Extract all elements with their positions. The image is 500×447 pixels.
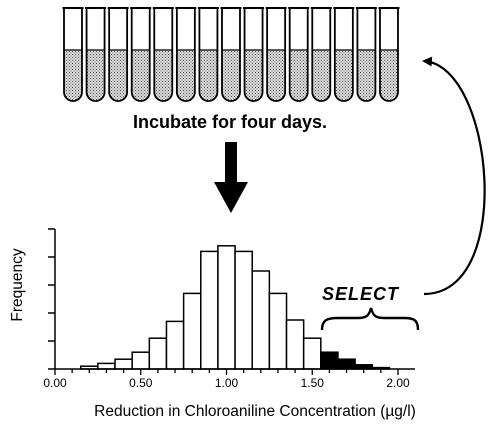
test-tube: [175, 7, 197, 102]
test-tube: [310, 7, 332, 102]
culture-liquid: [221, 50, 240, 101]
culture-liquid: [267, 50, 286, 101]
y-axis-label: Frequency: [9, 248, 26, 322]
histogram-bar: [114, 358, 133, 370]
x-tick-label: 1.00: [215, 376, 239, 390]
x-tick-label: 2.00: [386, 376, 410, 390]
histogram-bar: [97, 362, 116, 370]
select-label: SELECT: [322, 284, 400, 304]
histogram-bar: [148, 337, 168, 370]
test-tube-rack: [62, 7, 400, 102]
histogram-bar: [165, 320, 185, 370]
histogram-bar: [302, 337, 322, 370]
test-tube: [288, 7, 310, 102]
histogram-bar: [217, 245, 236, 370]
selected-bar: [320, 351, 339, 370]
culture-liquid: [244, 50, 263, 101]
x-tick-label: 0.50: [129, 376, 153, 390]
test-tube: [243, 7, 265, 102]
histogram-bar: [200, 250, 219, 370]
histogram-bar: [285, 319, 305, 370]
test-tube: [265, 7, 287, 102]
histogram-bar: [131, 351, 151, 370]
histogram-bar: [268, 292, 288, 370]
culture-liquid: [379, 50, 398, 101]
test-tube: [220, 7, 242, 102]
test-tube: [197, 7, 219, 102]
culture-liquid: [199, 50, 218, 101]
histogram-bar: [251, 270, 271, 370]
histogram-bar: [182, 292, 202, 370]
feedback-arrow: [422, 56, 486, 296]
test-tube: [355, 7, 377, 102]
test-tube: [85, 7, 107, 102]
culture-liquid: [357, 50, 376, 101]
histogram-chart: 0.00 0.50 1.00 1.50 2.00: [43, 228, 415, 390]
culture-liquid: [289, 50, 308, 101]
test-tube: [152, 7, 174, 102]
x-tick-label: 1.50: [301, 376, 325, 390]
culture-liquid: [131, 50, 150, 101]
culture-liquid: [154, 50, 173, 101]
culture-liquid: [312, 50, 331, 101]
x-tick-label: 0.00: [43, 376, 67, 390]
culture-liquid: [109, 50, 128, 101]
culture-liquid: [176, 50, 195, 101]
selection-brace: [320, 307, 420, 331]
test-tube: [130, 7, 152, 102]
culture-liquid: [86, 50, 105, 101]
test-tube: [333, 7, 355, 102]
test-tube: [378, 7, 400, 102]
test-tube: [107, 7, 129, 102]
incubate-instruction: Incubate for four days.: [132, 112, 328, 132]
x-axis-label: Reduction in Chloroaniline Concentration…: [94, 403, 416, 420]
culture-liquid: [334, 50, 353, 101]
histogram-bar: [234, 250, 253, 370]
down-arrow-icon: [214, 142, 248, 213]
test-tube: [62, 7, 84, 102]
selected-bar: [337, 358, 356, 370]
culture-liquid: [64, 50, 82, 101]
